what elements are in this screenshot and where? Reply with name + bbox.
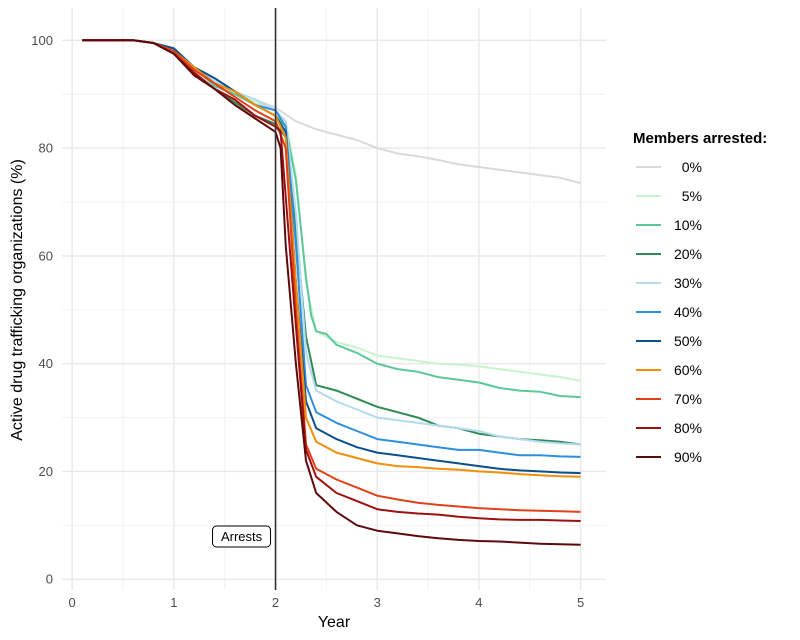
y-tick-label: 100 bbox=[31, 33, 53, 48]
legend-label: 70% bbox=[674, 391, 702, 407]
x-tick-label: 0 bbox=[69, 595, 76, 610]
series-line-90pct bbox=[82, 39, 581, 546]
legend: Members arrested: 0% 5% 10% 20% 30% 40% 50% 60%… bbox=[633, 130, 767, 465]
x-axis-title: Year bbox=[318, 614, 351, 631]
arrests-label: Arrests bbox=[221, 529, 263, 544]
x-tick-label: 2 bbox=[272, 595, 279, 610]
legend-label: 40% bbox=[674, 304, 702, 320]
legend-label: 60% bbox=[674, 362, 702, 378]
series-line-70pct bbox=[82, 39, 581, 513]
series-line-0pct bbox=[82, 39, 581, 185]
y-tick-label: 80 bbox=[39, 141, 53, 156]
legend-items: 0% 5% 10% 20% 30% 40% 50% 60% 70% 80% 90% bbox=[636, 159, 702, 465]
legend-label: 5% bbox=[682, 188, 702, 204]
legend-label: 30% bbox=[674, 275, 702, 291]
y-tick-label: 0 bbox=[46, 572, 53, 587]
minor-grid bbox=[62, 8, 606, 590]
legend-label: 80% bbox=[674, 420, 702, 436]
series-line-5pct bbox=[82, 39, 581, 382]
arrests-label-box bbox=[212, 525, 272, 548]
arrests-marker: Arrests bbox=[212, 8, 277, 590]
y-axis-ticks: 0 20 40 60 80 100 bbox=[31, 33, 53, 587]
legend-title: Members arrested: bbox=[633, 130, 767, 147]
series-layer bbox=[82, 39, 581, 546]
legend-label: 90% bbox=[674, 449, 702, 465]
series-line-60pct bbox=[82, 39, 581, 478]
legend-label: 20% bbox=[674, 246, 702, 262]
major-grid bbox=[62, 8, 606, 590]
series-line-40pct bbox=[82, 39, 581, 458]
x-tick-label: 4 bbox=[475, 595, 482, 610]
y-tick-label: 20 bbox=[39, 464, 53, 479]
x-axis-ticks: 0 1 2 3 4 5 bbox=[69, 595, 585, 610]
series-line-80pct bbox=[82, 39, 581, 522]
series-line-20pct bbox=[82, 39, 581, 446]
y-tick-label: 60 bbox=[39, 248, 53, 263]
legend-label: 0% bbox=[682, 159, 702, 175]
legend-label: 50% bbox=[674, 333, 702, 349]
y-tick-label: 40 bbox=[39, 356, 53, 371]
x-tick-label: 5 bbox=[577, 595, 584, 610]
series-line-30pct bbox=[82, 39, 581, 446]
legend-label: 10% bbox=[674, 217, 702, 233]
x-tick-label: 3 bbox=[374, 595, 381, 610]
series-line-50pct bbox=[82, 39, 581, 475]
y-axis-title: Active drug trafficking organizations (%… bbox=[9, 159, 26, 441]
x-tick-label: 1 bbox=[170, 595, 177, 610]
